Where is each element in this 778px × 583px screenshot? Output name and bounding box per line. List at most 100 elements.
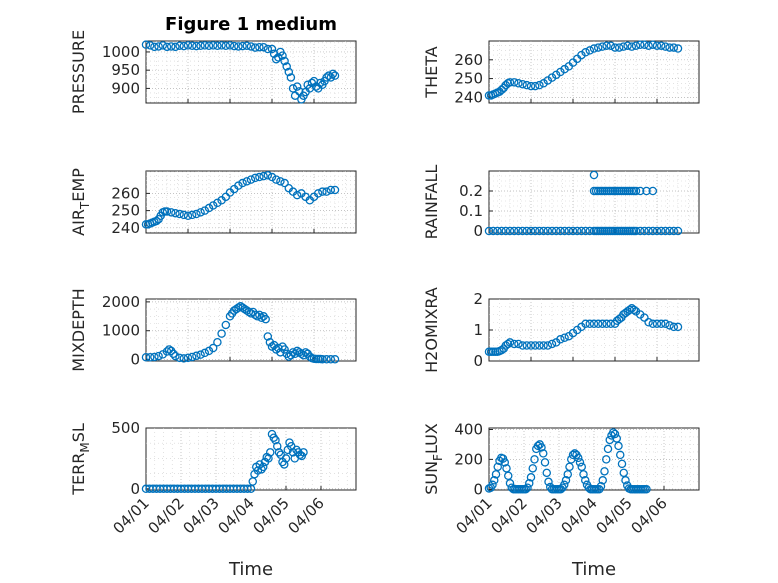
data-point — [642, 186, 651, 196]
data-point — [539, 79, 548, 88]
data-point — [589, 319, 599, 329]
data-point — [330, 185, 340, 195]
data-point — [187, 41, 197, 50]
data-point — [579, 470, 588, 479]
data-point — [656, 41, 666, 50]
data-point — [627, 42, 637, 51]
data-point — [535, 226, 544, 236]
data-point — [330, 355, 340, 364]
y-tick-label: 250 — [111, 202, 140, 220]
data-point — [556, 226, 565, 236]
data-point — [648, 40, 658, 50]
data-point — [560, 64, 569, 74]
y-tick-label: 950 — [111, 61, 140, 79]
data-point — [316, 78, 325, 88]
data-point — [505, 78, 515, 87]
data-point — [665, 321, 674, 330]
data-point — [284, 67, 294, 77]
data-point — [543, 341, 553, 350]
data-point — [208, 201, 218, 210]
data-point — [281, 454, 291, 463]
data-point — [278, 51, 287, 60]
y-tick-label: 0 — [473, 222, 483, 240]
data-point — [621, 476, 630, 485]
data-point — [544, 477, 553, 487]
y-axis-label-mixdepth: MIXDEPTH — [69, 288, 88, 371]
data-point — [518, 79, 527, 89]
data-point — [600, 467, 609, 476]
data-point — [489, 476, 499, 485]
data-point — [179, 210, 189, 220]
data-point — [265, 338, 275, 347]
y-tick-label: 1000 — [102, 43, 140, 61]
data-point — [581, 226, 590, 236]
data-point — [200, 206, 210, 215]
data-point — [255, 172, 264, 182]
data-point — [523, 483, 532, 493]
data-point — [221, 192, 231, 202]
data-point — [522, 80, 532, 90]
data-point — [665, 226, 674, 236]
data-point — [564, 226, 574, 236]
data-point — [572, 226, 582, 236]
data-point — [616, 450, 625, 460]
axes-box-rainfall — [488, 170, 700, 234]
data-point — [640, 226, 649, 236]
data-point — [560, 333, 569, 342]
axes-box-pressure — [145, 40, 357, 104]
x-tick-label: 04/02 — [145, 494, 188, 537]
data-point — [152, 216, 161, 226]
y-tick-label: 250 — [454, 70, 483, 88]
data-point — [141, 353, 151, 362]
data-point — [525, 479, 534, 488]
data-point — [568, 226, 578, 236]
data-point — [514, 79, 523, 88]
data-point — [543, 76, 553, 85]
data-point — [204, 346, 214, 356]
data-point — [669, 43, 679, 52]
data-point — [164, 345, 174, 354]
data-point — [292, 82, 302, 91]
data-point — [593, 319, 603, 329]
data-point — [603, 444, 613, 454]
data-point — [635, 186, 645, 196]
data-point — [551, 70, 561, 80]
data-point — [614, 43, 624, 52]
data-point — [539, 341, 548, 350]
subplot-h2omixra: 0 1 2 H2OMIXRA — [422, 287, 700, 373]
data-point — [501, 226, 511, 236]
data-point — [574, 453, 583, 463]
data-point — [145, 41, 155, 50]
y-tick-label: 0 — [473, 480, 483, 498]
x-tick-label: 04/02 — [488, 494, 531, 537]
data-point — [635, 40, 645, 50]
data-point — [585, 319, 595, 329]
data-point — [652, 226, 662, 236]
data-point — [276, 177, 285, 186]
data-point — [669, 226, 679, 236]
y-tick-label: 400 — [454, 420, 483, 438]
data-point — [581, 319, 590, 329]
subplot-rainfall: 0 0.1 0.2 RAINFALL — [422, 165, 700, 240]
data-point — [171, 351, 180, 361]
data-point — [257, 313, 266, 322]
y-tick-label: 260 — [111, 184, 140, 202]
data-point — [154, 351, 163, 361]
data-point — [236, 301, 245, 311]
data-point — [514, 226, 523, 236]
data-point — [530, 341, 540, 350]
data-point — [493, 462, 502, 472]
data-point — [656, 319, 666, 329]
data-point — [585, 46, 595, 55]
data-point — [575, 458, 585, 467]
data-point — [154, 42, 163, 51]
data-point — [526, 81, 536, 91]
data-point — [640, 40, 649, 50]
data-point — [540, 458, 550, 467]
x-tick-label: 04/04 — [558, 494, 601, 537]
data-point — [673, 322, 683, 332]
data-point — [593, 43, 603, 52]
data-point — [598, 476, 608, 485]
